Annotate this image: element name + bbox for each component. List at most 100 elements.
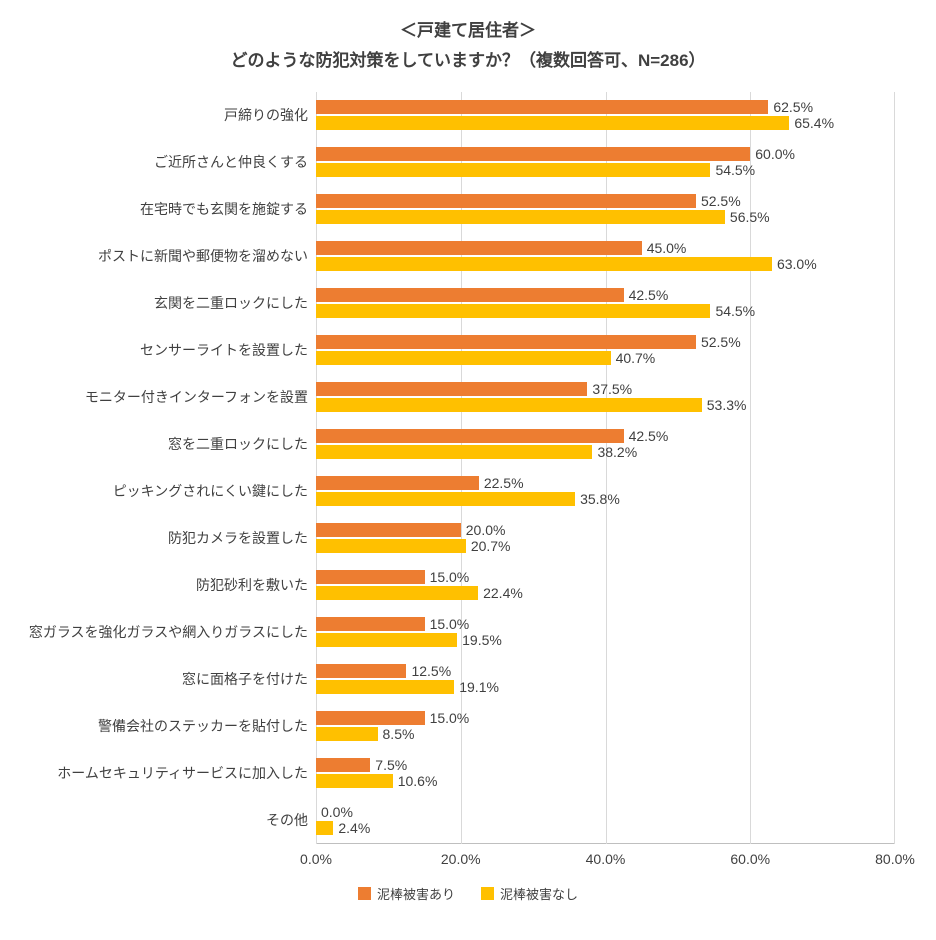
chart-row: ポストに新聞や郵便物を溜めない 45.0% 63.0% [8, 233, 895, 280]
value-label: 12.5% [411, 663, 452, 679]
chart-row: ホームセキュリティサービスに加入した 7.5% 10.6% [8, 750, 895, 797]
bar-hit [316, 194, 696, 208]
bar-group: 7.5% 10.6% [316, 758, 895, 788]
chart-area: 戸締りの強化 62.5% 65.4% ご近所さんと仲良くする 60.0% 54.5% 在宅時… [8, 91, 895, 844]
value-label: 20.0% [465, 522, 506, 538]
bar-group: 12.5% 19.1% [316, 664, 895, 694]
bar-hit [316, 335, 696, 349]
bar-nohit [316, 727, 378, 741]
value-label: 19.1% [459, 679, 499, 695]
value-label: 53.3% [706, 397, 747, 413]
bar-group: 52.5% 56.5% [316, 194, 895, 224]
bar-group: 0.0% 2.4% [316, 805, 895, 835]
bar-group: 15.0% 8.5% [316, 711, 895, 741]
value-label: 8.5% [382, 726, 415, 742]
chart-row: 戸締りの強化 62.5% 65.4% [8, 92, 895, 139]
category-label: ご近所さんと仲良くする [154, 154, 308, 170]
chart-row: 窓に面格子を付けた 12.5% 19.1% [8, 656, 895, 703]
category-label: モニター付きインターフォンを設置 [84, 389, 308, 405]
value-label: 42.5% [628, 287, 669, 303]
legend: 泥棒被害あり 泥棒被害なし [0, 884, 936, 903]
bar-wrap: 8.5% [316, 727, 895, 741]
bar-wrap: 19.1% [316, 680, 895, 694]
value-label: 65.4% [794, 115, 835, 131]
chart-title-line1: ＜戸建て居住者＞ [400, 21, 536, 40]
bar-group: 15.0% 22.4% [316, 570, 895, 600]
category-label: 窓ガラスを強化ガラスや網入りガラスにした [28, 624, 308, 640]
bar-wrap: 52.5% [316, 335, 895, 349]
category-label: ホームセキュリティサービスに加入した [57, 765, 308, 781]
x-tick-label: 20.0% [440, 850, 481, 867]
chart-title: ＜戸建て居住者＞ どのような防犯対策をしていますか？（複数回答可、N=286） [0, 0, 936, 76]
bar-group: 62.5% 65.4% [316, 100, 895, 130]
bar-hit [316, 711, 425, 725]
bar-nohit [316, 398, 702, 412]
chart-row: 防犯カメラを設置した 20.0% 20.7% [8, 515, 895, 562]
bar-wrap: 37.5% [316, 382, 895, 396]
value-label: 15.0% [429, 569, 470, 585]
bar-group: 22.5% 35.8% [316, 476, 895, 506]
x-tick-label: 40.0% [585, 850, 626, 867]
bar-wrap: 60.0% [316, 147, 895, 161]
chart-row: 防犯砂利を敷いた 15.0% 22.4% [8, 562, 895, 609]
bar-wrap: 65.4% [316, 116, 895, 130]
bar-wrap: 2.4% [316, 821, 895, 835]
bar-wrap: 15.0% [316, 617, 895, 631]
bar-wrap: 52.5% [316, 194, 895, 208]
category-label: 窓を二重ロックにした [168, 436, 308, 452]
legend-swatch [357, 886, 371, 900]
bar-group: 52.5% 40.7% [316, 335, 895, 365]
bar-wrap: 22.5% [316, 476, 895, 490]
x-axis: 0.0% 20.0% 40.0% 60.0% 80.0% [300, 844, 915, 870]
bar-wrap: 54.5% [316, 163, 895, 177]
bar-nohit [316, 210, 725, 224]
bar-group: 42.5% 38.2% [316, 429, 895, 459]
bar-hit [316, 758, 371, 772]
value-label: 52.5% [700, 193, 741, 209]
bar-nohit [316, 539, 466, 553]
bar-nohit [316, 257, 772, 271]
value-label: 63.0% [776, 256, 817, 272]
bar-hit [316, 617, 425, 631]
value-label: 35.8% [580, 491, 620, 507]
category-label: ピッキングされにくい鍵にした [112, 483, 308, 499]
value-label: 54.5% [715, 162, 756, 178]
chart-row: 在宅時でも玄関を施錠する 52.5% 56.5% [8, 186, 895, 233]
value-label: 52.5% [700, 334, 741, 350]
legend-item-hit: 泥棒被害あり [357, 884, 455, 903]
bar-nohit [316, 492, 576, 506]
bar-nohit [316, 304, 711, 318]
bar-wrap: 53.3% [316, 398, 895, 412]
x-tick-label: 0.0% [300, 850, 332, 867]
value-label: 19.5% [462, 632, 502, 648]
chart-row: 警備会社のステッカーを貼付した 15.0% 8.5% [8, 703, 895, 750]
value-label: 37.5% [592, 381, 633, 397]
bar-nohit [316, 586, 479, 600]
chart-title-line2: どのような防犯対策をしていますか？（複数回答可、N=286） [230, 50, 706, 70]
chart-row: その他 0.0% 2.4% [8, 797, 895, 844]
bar-hit [316, 476, 479, 490]
category-label: ポストに新聞や郵便物を溜めない [98, 248, 308, 264]
value-label: 20.7% [470, 538, 511, 554]
bar-wrap: 15.0% [316, 711, 895, 725]
bar-wrap: 7.5% [316, 758, 895, 772]
bar-hit [316, 288, 624, 302]
category-label: 警備会社のステッカーを貼付した [98, 718, 308, 734]
bar-wrap: 0.0% [316, 805, 895, 819]
bar-nohit [316, 351, 611, 365]
value-label: 60.0% [755, 146, 795, 162]
bar-wrap: 19.5% [316, 633, 895, 647]
bar-wrap: 10.6% [316, 774, 895, 788]
bar-hit [316, 570, 425, 584]
bar-nohit [316, 633, 458, 647]
bar-wrap: 40.7% [316, 351, 895, 365]
value-label: 7.5% [375, 757, 408, 773]
bar-nohit [316, 821, 334, 835]
bar-hit [316, 664, 407, 678]
bar-nohit [316, 116, 790, 130]
value-label: 45.0% [646, 240, 687, 256]
bar-wrap: 42.5% [316, 429, 895, 443]
legend-item-nohit: 泥棒被害なし [481, 884, 578, 903]
category-label: 戸締りの強化 [224, 107, 308, 123]
bar-hit [316, 147, 751, 161]
